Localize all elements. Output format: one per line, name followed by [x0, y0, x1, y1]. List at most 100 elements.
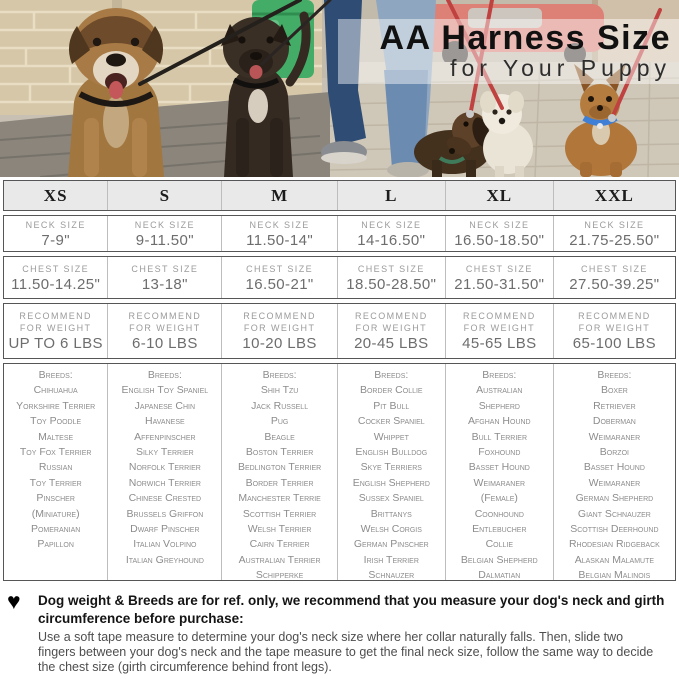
weight-label: FOR WEIGHT — [243, 323, 316, 333]
chest-size-value: 16.50-21" — [245, 275, 314, 293]
breed-line: Yorkshire Terrier — [16, 399, 96, 412]
size-header-s: S — [107, 181, 221, 210]
size-header-row: XS S M L XL XXL — [3, 180, 676, 211]
breed-line: Shepherd — [478, 399, 520, 412]
breed-line: Toy Fox Terrier — [19, 446, 92, 459]
breed-line: Bedlington Terrier — [237, 461, 322, 474]
breed-line: Belgian Malinois — [578, 569, 651, 580]
breed-line: Skye Terriers — [360, 461, 422, 474]
breed-line: Chinese Crested — [128, 492, 202, 505]
breed-line: Dalmatian — [478, 569, 521, 580]
weight-label: FOR WEIGHT — [129, 323, 201, 333]
breed-line: Weimaraner — [588, 476, 641, 489]
neck-size-value: 11.50-14" — [246, 231, 314, 249]
breed-line: Schnauzer — [368, 569, 415, 580]
neck-size-value: 9-11.50" — [135, 231, 194, 249]
neck-size-value: 21.75-25.50" — [569, 231, 660, 249]
breeds-list: English Toy Spaniel Japanese Chin Havanese… — [122, 383, 209, 568]
breed-line: Boxer — [600, 384, 628, 397]
breeds-label: Breeds: — [374, 369, 409, 381]
breed-line: Australian — [476, 384, 523, 397]
breeds-label: Breeds: — [597, 369, 632, 381]
neck-size-label: NECK SIZE — [361, 219, 422, 230]
chest-size-row: CHEST SIZE 11.50-14.25" CHEST SIZE 13-18… — [3, 256, 676, 299]
breeds-list: Australian Shepherd Afghan Hound Bull Terri… — [461, 383, 538, 580]
chest-size-value: 13-18" — [141, 275, 188, 293]
hero-title: AA Harness Size — [379, 19, 671, 57]
footer-note: ♥ Dog weight & Breeds are for ref. only,… — [0, 585, 679, 675]
hero-subtitle: for Your Puppy — [450, 54, 671, 81]
neck-size-value: 7-9" — [41, 231, 70, 249]
weight-label: FOR WEIGHT — [463, 323, 536, 333]
chest-size-label: CHEST SIZE — [357, 263, 425, 274]
brindle-dog — [221, 11, 311, 177]
neck-size-value: 14-16.50" — [357, 231, 426, 249]
breed-line: Papillon — [37, 538, 74, 551]
breed-line: German Shepherd — [575, 492, 654, 505]
breed-line: Cocker Spaniel — [357, 415, 425, 428]
breed-line: Affenpinscher — [134, 430, 196, 443]
breeds-label: Breeds: — [38, 369, 73, 381]
breed-line: Dwarf Pinscher — [130, 523, 200, 536]
weight-label: RECOMMEND — [243, 311, 316, 321]
size-header-l: L — [336, 181, 445, 210]
breed-line: Jack Russell — [251, 399, 309, 412]
breed-line: Doberman — [592, 415, 636, 428]
weight-label: FOR WEIGHT — [355, 323, 428, 333]
breed-line: Coonhound — [474, 507, 524, 520]
breed-line: Toy Poodle — [30, 415, 82, 428]
neck-size-cell: NECK SIZE 11.50-14" — [221, 216, 336, 251]
chest-size-value: 18.50-28.50" — [346, 275, 437, 293]
chest-size-label: CHEST SIZE — [131, 263, 199, 274]
breed-line: (Miniature) — [31, 507, 80, 520]
weight-cell: RECOMMEND FOR WEIGHT 45-65 LBS — [444, 304, 553, 358]
chest-size-label: CHEST SIZE — [246, 263, 314, 274]
chest-size-cell: CHEST SIZE 27.50-39.25" — [552, 257, 675, 298]
breed-line: Basset Hound — [468, 461, 530, 474]
neck-size-label: NECK SIZE — [584, 219, 645, 230]
hero-title-band — [338, 19, 679, 84]
neck-size-cell: NECK SIZE 7-9" — [4, 216, 107, 251]
size-header-xxl: XXL — [552, 181, 675, 210]
breeds-cell-s: Breeds: English Toy Spaniel Japanese Chin… — [107, 364, 221, 580]
breed-line: German Pinscher — [353, 538, 429, 551]
breed-line: Weimaraner — [588, 430, 641, 443]
breed-line: Whippet — [373, 430, 409, 443]
chest-size-cell: CHEST SIZE 21.50-31.50" — [444, 257, 553, 298]
weight-value: 65-100 LBS — [572, 335, 656, 352]
breed-line: Border Terrier — [245, 476, 314, 489]
weight-label: FOR WEIGHT — [19, 323, 92, 333]
breeds-label: Breeds: — [262, 369, 297, 381]
car-illustration — [424, 4, 604, 67]
neck-size-cell: NECK SIZE 16.50-18.50" — [444, 216, 553, 251]
size-chart-table: XS S M L XL XXL NECK SIZE 7-9" NECK SIZE… — [0, 177, 679, 581]
footer-heading: Dog weight & Breeds are for ref. only, w… — [38, 592, 671, 628]
weight-label: RECOMMEND — [19, 311, 92, 321]
heart-icon: ♥ — [7, 588, 21, 614]
neck-size-cell: NECK SIZE 21.75-25.50" — [552, 216, 675, 251]
neck-size-label: NECK SIZE — [469, 219, 530, 230]
breed-line: Maltese — [38, 430, 74, 443]
breed-line: Pit Bull — [373, 399, 410, 412]
chest-size-cell: CHEST SIZE 16.50-21" — [221, 257, 336, 298]
breed-line: Borzoi — [599, 446, 629, 459]
breed-line: Border Collie — [359, 384, 423, 397]
breed-line: Pug — [270, 415, 289, 428]
leashes — [138, 0, 662, 122]
breed-line: Retriever — [593, 399, 636, 412]
size-header-xl: XL — [444, 181, 553, 210]
size-header-m: M — [221, 181, 336, 210]
breed-line: Havanese — [145, 415, 185, 428]
breeds-cell-m: Breeds: Shih Tzu Jack Russell Pug Beagle Bos… — [221, 364, 336, 580]
breed-line: Rhodesian Ridgeback — [568, 538, 660, 551]
breed-line: Alaskan Malamute — [574, 553, 655, 566]
breed-line: Sussex Spaniel — [358, 492, 424, 505]
breeds-list: Boxer Retriever Doberman Weimaraner Borzoi Ba… — [569, 383, 660, 580]
weight-label: RECOMMEND — [463, 311, 536, 321]
hero-photo-illustration — [0, 0, 679, 177]
weight-value: 6-10 LBS — [131, 335, 198, 352]
weight-label: RECOMMEND — [578, 311, 651, 321]
breed-line: Welsh Terrier — [247, 523, 312, 536]
breeds-label: Breeds: — [482, 369, 517, 381]
